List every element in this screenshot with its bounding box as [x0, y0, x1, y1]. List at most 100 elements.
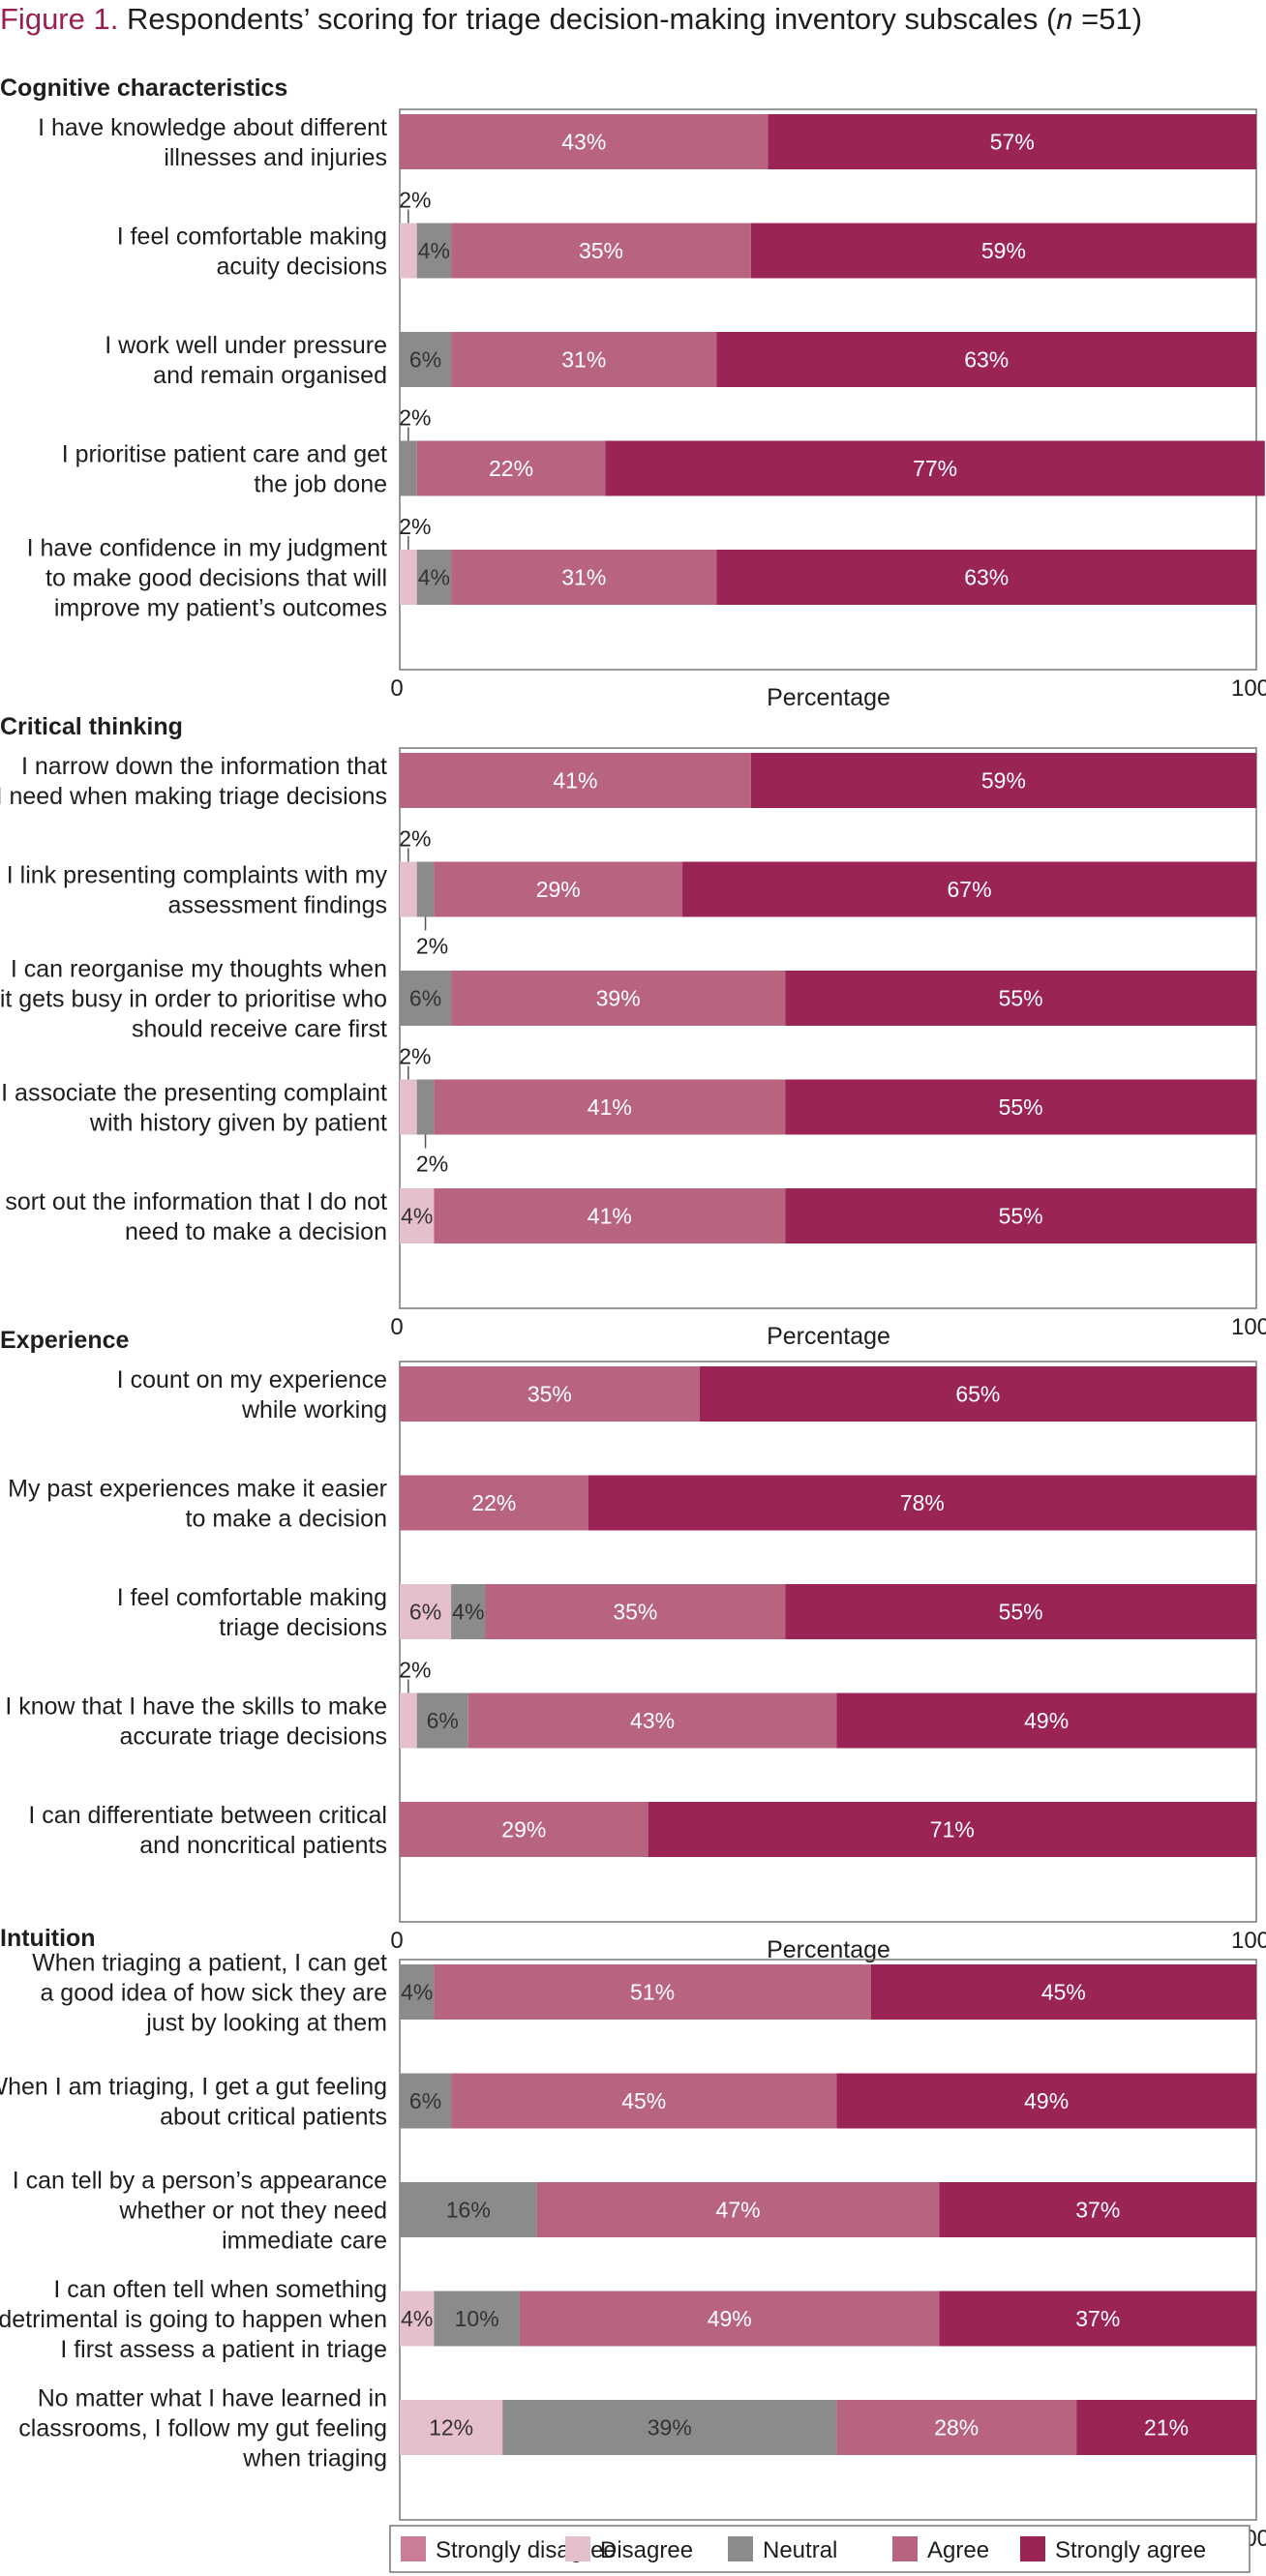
figure-title-n: n — [1056, 2, 1073, 36]
data-label: 35% — [579, 238, 623, 263]
bar-segment-strongly-agree — [939, 2182, 1256, 2237]
data-label: 4% — [418, 238, 450, 263]
bar-segment-neutral — [416, 223, 452, 279]
data-label: 49% — [708, 2306, 752, 2331]
bar-segment-neutral — [502, 2400, 837, 2455]
bar-segment-neutral — [400, 2073, 452, 2129]
panel-title-experience: Experience — [0, 1327, 130, 1354]
data-label: 6% — [409, 2088, 441, 2113]
bar-segment-strongly-agree — [605, 440, 1265, 496]
category-label: I can often tell when something detriment… — [0, 2276, 387, 2363]
category-label: I feel comfortable making triage decision… — [117, 1584, 387, 1641]
figure-title: Figure 1. Respondents’ scoring for triag… — [0, 0, 1266, 39]
panel-frame-cognitive-characteristics — [399, 108, 1257, 671]
data-label: 4% — [452, 1600, 484, 1625]
category-label: When triaging a patient, I can get a good… — [32, 1950, 387, 2037]
tick-label: 0 — [390, 1314, 403, 1340]
legend-swatch-strongly-disagree — [401, 2536, 426, 2561]
bar-segment-disagree — [400, 1079, 417, 1135]
panel-frame-experience — [399, 1361, 1257, 1923]
tick-label: 100 — [1231, 1314, 1266, 1340]
bar-segment-neutral — [434, 2291, 520, 2347]
data-label: 55% — [999, 1204, 1043, 1229]
data-label: 55% — [999, 986, 1043, 1011]
legend-label-disagree: Disagree — [600, 2537, 693, 2563]
bar-segment-strongly-agree — [1076, 2400, 1256, 2455]
bar-segment-agree — [400, 114, 769, 169]
bar-segment-strongly-agree — [750, 753, 1256, 808]
bar-segment-agree — [434, 861, 683, 917]
panel-title-cognitive-characteristics: Cognitive characteristics — [0, 75, 287, 102]
legend-swatch-neutral — [728, 2536, 753, 2561]
data-label: 77% — [913, 456, 957, 481]
bar-segment-agree — [416, 440, 606, 496]
bar-segment-agree — [836, 2400, 1077, 2455]
category-label: I associate the presenting complaint with… — [1, 1080, 387, 1137]
bar-segment-disagree — [400, 861, 417, 917]
bar-segment-neutral — [451, 1584, 486, 1639]
bar-segment-agree — [467, 1692, 837, 1749]
data-label: 45% — [1041, 1980, 1086, 2005]
data-label: 12% — [429, 2415, 473, 2441]
bar-segment-agree — [434, 1964, 871, 2020]
data-label: 55% — [999, 1094, 1043, 1120]
data-label: 4% — [418, 565, 450, 590]
data-label: 39% — [596, 986, 641, 1011]
bar-segment-agree — [451, 332, 717, 387]
bar-segment-neutral — [400, 332, 452, 387]
category-label: When I am triaging, I get a gut feeling a… — [0, 2074, 387, 2131]
category-label: I work well under pressure and remain org… — [105, 332, 387, 389]
panel-frame-critical-thinking — [399, 747, 1257, 1309]
bar-segment-neutral — [400, 1964, 435, 2020]
legend-swatch-agree — [892, 2536, 918, 2561]
bar-segment-strongly-agree — [716, 550, 1256, 605]
data-label: 43% — [630, 1708, 675, 1733]
category-label: I link presenting complaints with my asse… — [7, 862, 388, 919]
data-label: 55% — [999, 1600, 1043, 1625]
data-label: 59% — [981, 238, 1026, 263]
data-label: 41% — [588, 1094, 632, 1120]
bar-segment-strongly-agree — [785, 971, 1256, 1026]
data-label: 65% — [955, 1382, 1000, 1407]
bar-segment-agree — [451, 223, 751, 279]
bar-segment-agree — [451, 550, 717, 605]
bar-segment-agree — [434, 1079, 786, 1135]
bar-segment-disagree — [400, 550, 417, 605]
category-label: I know that I have the skills to make acc… — [5, 1693, 387, 1751]
data-label: 31% — [561, 347, 606, 373]
data-label: 43% — [561, 130, 606, 155]
category-label: I prioritise patient care and get the job… — [62, 441, 387, 498]
bar-segment-strongly-agree — [785, 1188, 1256, 1243]
data-label: 4% — [401, 2306, 433, 2331]
category-label: I have knowledge about different illnesse… — [38, 114, 387, 171]
category-label: I have confidence in my judgment to make … — [27, 535, 387, 622]
tick-label: 100 — [1231, 675, 1266, 702]
data-label: 22% — [471, 1490, 516, 1515]
bar-segment-agree — [451, 971, 786, 1026]
data-label: 4% — [401, 1204, 433, 1229]
bar-segment-neutral — [400, 2182, 537, 2237]
axis-title-critical-thinking: Percentage — [767, 1323, 890, 1350]
bar-segment-agree — [400, 1366, 700, 1422]
bar-segment-disagree — [400, 2400, 503, 2455]
bar-segment-disagree — [400, 1692, 417, 1749]
bar-segment-strongly-agree — [939, 2291, 1256, 2347]
data-label: 6% — [409, 347, 441, 373]
data-label: 35% — [528, 1382, 572, 1407]
bar-segment-strongly-agree — [588, 1475, 1256, 1531]
data-label: 6% — [427, 1708, 459, 1733]
data-label: 37% — [1075, 2198, 1120, 2223]
category-label: I count on my experience while working — [117, 1366, 387, 1423]
bar-segment-neutral — [416, 1692, 468, 1749]
category-label: I can tell by a person’s appearance wheth… — [13, 2168, 387, 2255]
bar-segment-strongly-agree — [768, 114, 1256, 169]
category-label: I can differentiate between critical and … — [28, 1802, 387, 1859]
data-label: 16% — [446, 2198, 491, 2223]
bar-segment-strongly-agree — [785, 1584, 1256, 1639]
bar-segment-agree — [451, 2073, 837, 2129]
legend-label-strongly-agree: Strongly agree — [1055, 2537, 1206, 2563]
figure-title-text: Respondents’ scoring for triage decision… — [118, 2, 1057, 36]
data-label: 37% — [1075, 2306, 1120, 2331]
bar-segment-strongly-agree — [699, 1366, 1256, 1422]
